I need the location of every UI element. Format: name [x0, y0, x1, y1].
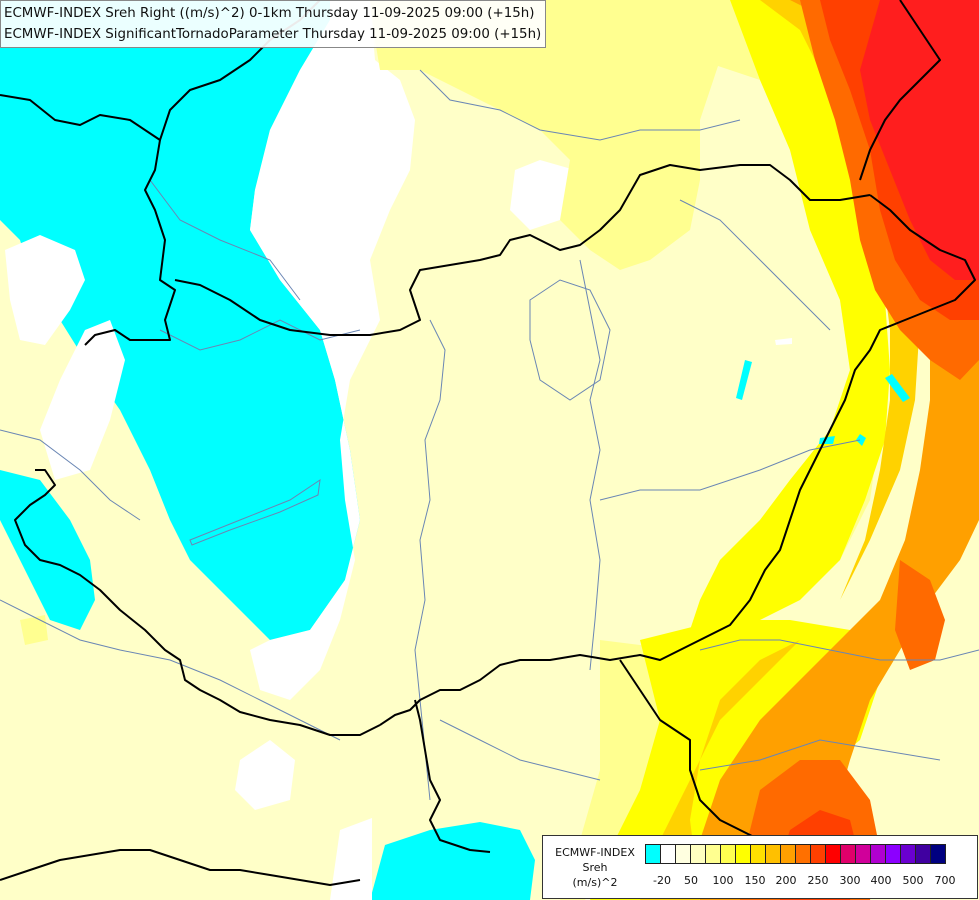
legend-swatch — [645, 844, 661, 864]
legend-swatch — [660, 844, 676, 864]
river-5 — [149, 179, 301, 301]
border-southwest-bottom — [0, 849, 361, 886]
legend-swatch — [930, 844, 946, 864]
legend-swatch — [855, 844, 871, 864]
legend-swatch — [720, 844, 736, 864]
river-4 — [159, 319, 361, 351]
river-1 — [414, 319, 446, 801]
border-central — [174, 164, 871, 336]
legend-tick-label: 200 — [775, 874, 797, 887]
white-regions — [5, 0, 580, 900]
legend-swatch — [690, 844, 706, 864]
dark-orange-east — [895, 560, 945, 670]
light-yellow-south-patch — [20, 615, 48, 645]
legend-tick-label: 700 — [934, 874, 956, 887]
border-south-east — [619, 659, 761, 841]
light-yellow-north — [370, 0, 720, 270]
map-header: ECMWF-INDEX Sreh Right ((m/s)^2) 0-1km T… — [0, 0, 547, 48]
white-region-west-blob — [5, 235, 85, 345]
white-region-north — [250, 0, 415, 700]
legend-title-source: ECMWF-INDEX — [555, 846, 635, 859]
river-12 — [679, 199, 831, 331]
legend-swatch — [900, 844, 916, 864]
white-region-west-mid — [40, 320, 125, 480]
legend-swatch — [870, 844, 886, 864]
legend-swatch — [915, 844, 931, 864]
river-6 — [0, 599, 341, 741]
river-3 — [419, 69, 741, 141]
cyan-speck-1 — [736, 360, 752, 400]
legend-tick-label: 150 — [744, 874, 766, 887]
cyan-speck-2 — [885, 374, 910, 402]
legend-title-variable: Sreh — [582, 861, 608, 874]
legend-swatch — [795, 844, 811, 864]
border-south-central — [414, 699, 491, 853]
border-northeast-inner — [859, 0, 941, 181]
river-9 — [699, 739, 941, 771]
cyan-speck-4 — [856, 434, 866, 446]
river-10 — [599, 439, 861, 501]
legend-swatch — [810, 844, 826, 864]
legend-swatch — [735, 844, 751, 864]
border-east — [379, 194, 976, 726]
border-south-west — [14, 469, 381, 736]
legend-title-unit: (m/s)^2 — [572, 876, 618, 889]
river-8 — [699, 639, 979, 661]
header-line-sreh: ECMWF-INDEX Sreh Right ((m/s)^2) 0-1km T… — [4, 6, 535, 21]
legend-swatch — [705, 844, 721, 864]
legend-swatches — [645, 844, 946, 866]
cyan-specks — [736, 338, 910, 446]
legend-swatch — [750, 844, 766, 864]
legend-tick-label: 250 — [807, 874, 829, 887]
legend-tick-label: 100 — [712, 874, 734, 887]
river-13 — [0, 429, 141, 521]
legend-tick-label: 50 — [684, 874, 698, 887]
legend-title: ECMWF-INDEX Sreh (m/s)^2 — [547, 845, 643, 890]
cyan-speck-5 — [775, 338, 792, 345]
legend-swatch — [780, 844, 796, 864]
border-west-vertical — [84, 139, 176, 346]
yellow-east-band — [690, 0, 890, 650]
legend-swatch — [675, 844, 691, 864]
cyan-region-south — [370, 822, 535, 900]
legend-swatch — [825, 844, 841, 864]
river-11 — [529, 279, 611, 401]
river-14 — [189, 478, 321, 546]
legend-swatch — [885, 844, 901, 864]
red-regions — [860, 0, 979, 280]
legend-tick-label: 300 — [839, 874, 861, 887]
white-region-south-fringe — [330, 818, 372, 900]
legend-ticks: -20 50 100 150 200 250 300 400 500 700 — [645, 874, 975, 890]
rivers — [0, 69, 979, 801]
river-7 — [439, 719, 601, 781]
cyan-region-west — [0, 0, 360, 640]
legend-tick-label: 400 — [870, 874, 892, 887]
river-2 — [579, 259, 601, 671]
red-north — [860, 0, 979, 280]
legend-swatch — [765, 844, 781, 864]
legend-swatch — [840, 844, 856, 864]
color-legend: ECMWF-INDEX Sreh (m/s)^2 -20 50 100 150 200 2… — [542, 835, 978, 899]
legend-tick-label: 500 — [902, 874, 924, 887]
header-line-stp: ECMWF-INDEX SignificantTornadoParameter … — [4, 27, 542, 42]
white-region-south-patch — [235, 740, 295, 810]
legend-tick-label: -20 — [653, 874, 671, 887]
